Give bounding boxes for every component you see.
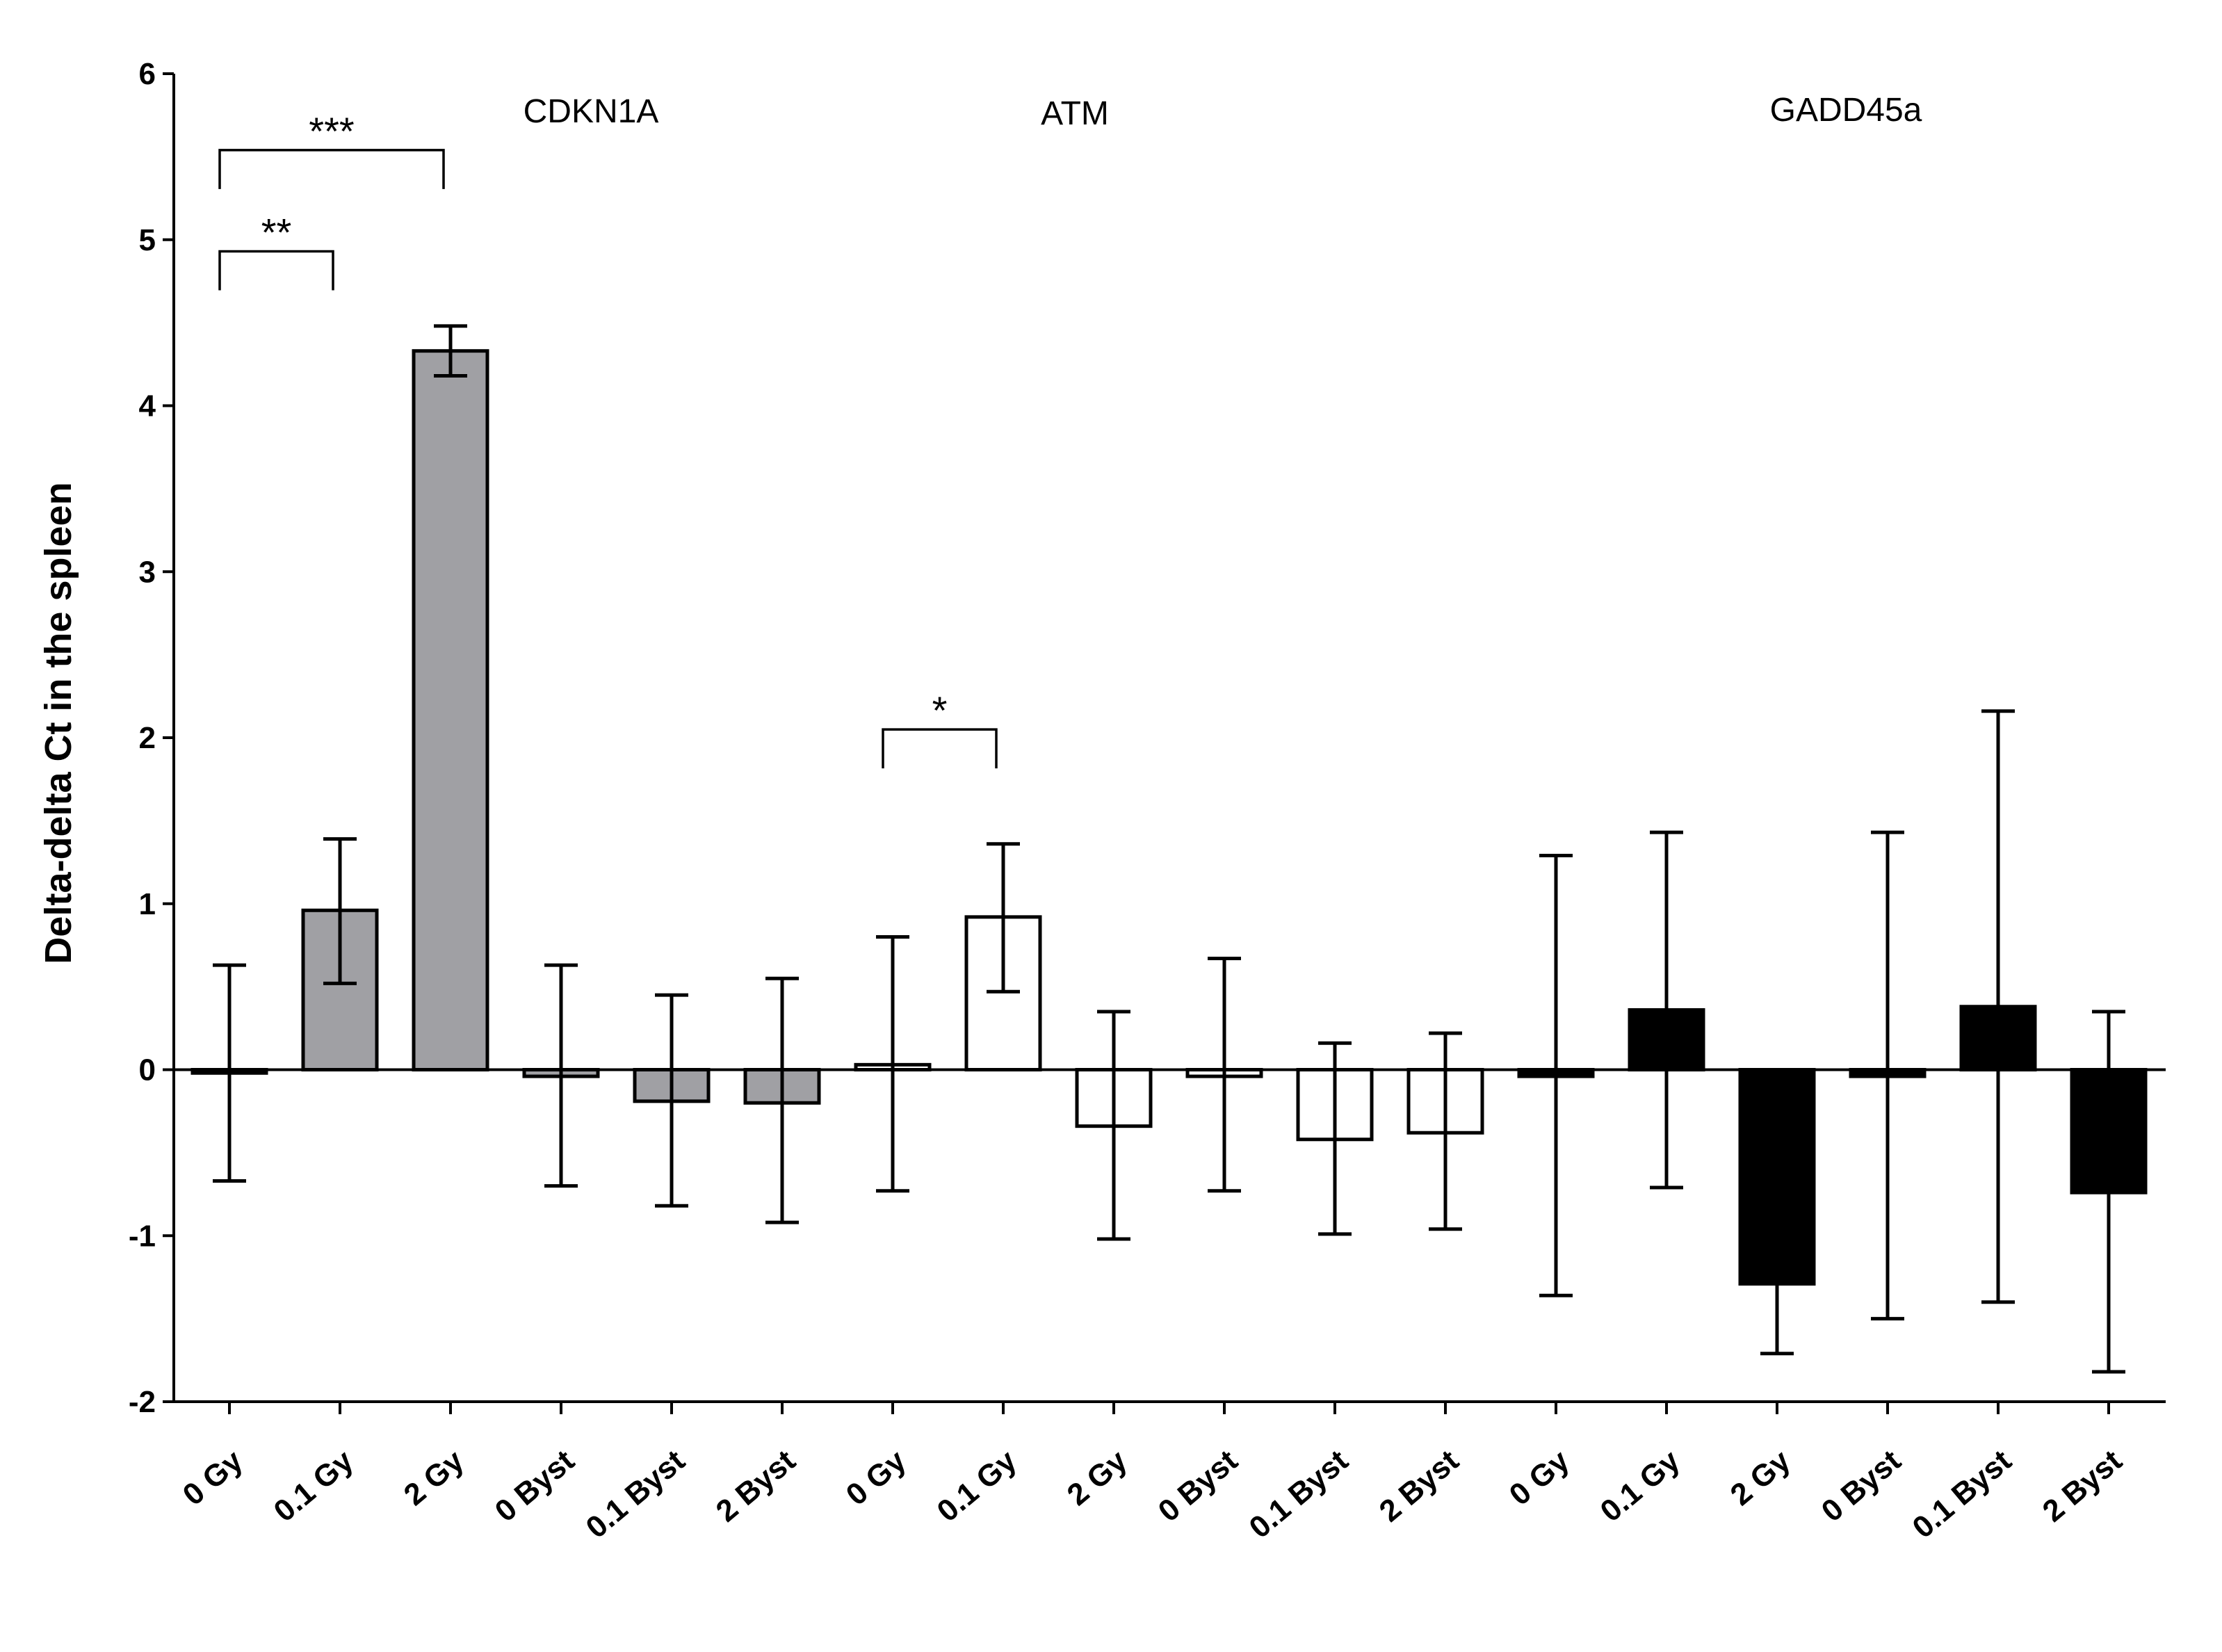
x-tick-label: 0.1 Gy <box>268 1443 360 1529</box>
bars-layer <box>190 349 2148 1286</box>
y-tick-label: 1 <box>139 887 156 921</box>
x-tick-label: 0.1 Gy <box>931 1443 1023 1529</box>
y-tick-label: 3 <box>139 555 156 589</box>
gene-label-gadd45a: GADD45a <box>1770 92 1922 129</box>
significance-label-3: * <box>932 688 948 732</box>
significance-label-2: ** <box>261 210 292 254</box>
x-tick-label: 0 Byst <box>1815 1443 1908 1529</box>
y-tick-label: 0 <box>139 1053 156 1087</box>
x-tick-label: 2 Byst <box>710 1443 802 1529</box>
x-tick-label: 0.1 Byst <box>580 1443 692 1545</box>
x-tick-label: 0 Byst <box>489 1443 581 1529</box>
x-tick-label: 0 Gy <box>840 1443 913 1512</box>
x-tick-label: 0.1 Byst <box>1906 1443 2018 1545</box>
y-axis-label: Delta-delta Ct in the spleen <box>38 482 79 964</box>
x-tick-label: 2 Gy <box>1061 1443 1134 1512</box>
bar-cdkn1a-3 <box>412 349 489 1071</box>
y-tick-label: 6 <box>139 57 156 91</box>
error-bars-layer <box>213 324 2125 1374</box>
x-tick-label: 0 Byst <box>1152 1443 1244 1529</box>
x-tick-label: 2 Byst <box>2036 1443 2129 1529</box>
significance-bracket-1 <box>218 149 445 189</box>
y-tick-label: 5 <box>139 223 156 257</box>
gene-label-atm: ATM <box>1041 95 1109 132</box>
y-tick-label: 4 <box>139 389 156 423</box>
y-tick-label: -2 <box>129 1385 156 1419</box>
y-tick-label: -1 <box>129 1219 156 1253</box>
significance-bracket-2 <box>218 250 334 291</box>
x-tick-label: 2 Gy <box>1724 1443 1797 1512</box>
x-tick-label: 0 Gy <box>1503 1443 1576 1512</box>
x-tick-label: 0.1 Gy <box>1594 1443 1687 1529</box>
axes-layer: 6 5 4 3 2 1 0 -1 -2 <box>129 57 2166 1419</box>
x-tick-label: 0 Gy <box>177 1443 250 1512</box>
x-tick-label: 2 Byst <box>1373 1443 1466 1529</box>
gene-label-cdkn1a: CDKN1A <box>524 93 659 130</box>
x-tick-label: 2 Gy <box>398 1443 471 1512</box>
x-tick-label: 0.1 Byst <box>1243 1443 1355 1545</box>
y-tick-label: 2 <box>139 721 156 755</box>
significance-label-1: *** <box>309 109 354 153</box>
significance-bracket-3 <box>882 728 998 769</box>
significance-layer: ****** <box>218 109 998 769</box>
